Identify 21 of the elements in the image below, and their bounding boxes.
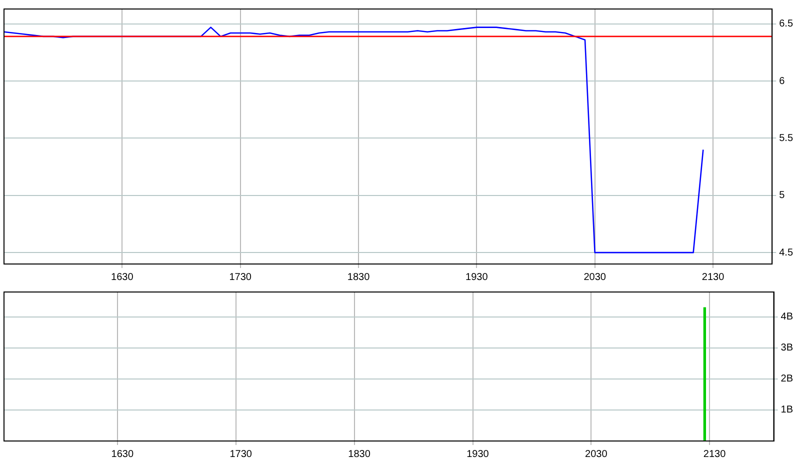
x-tick-label: 1830 (348, 448, 371, 460)
y-tick-label: 2B (780, 374, 794, 385)
x-tick-label: 1730 (230, 448, 252, 460)
y-tick-label: 5 (779, 190, 786, 202)
y-tick-label: 4.5 (779, 247, 794, 258)
y-tick-label: 1B (780, 404, 794, 416)
x-tick-label: 2030 (585, 448, 608, 460)
x-tick-label: 2130 (703, 448, 726, 460)
y-tick-label: 3B (780, 342, 794, 354)
y-tick-label: 5.5 (779, 132, 794, 144)
x-tick-label: 1930 (466, 272, 488, 283)
x-tick-label: 1630 (111, 272, 134, 283)
y-tick-label: 4B (780, 312, 794, 323)
x-tick-label: 1730 (229, 272, 252, 283)
x-tick-label: 1630 (111, 448, 134, 460)
y-tick-label: 6 (779, 76, 786, 87)
x-tick-label: 1930 (466, 448, 490, 460)
x-tick-label: 1830 (347, 272, 370, 283)
x-tick-label: 2130 (702, 272, 725, 283)
x-tick-label: 2030 (584, 272, 606, 283)
y-tick-label: 6.5 (779, 18, 794, 30)
